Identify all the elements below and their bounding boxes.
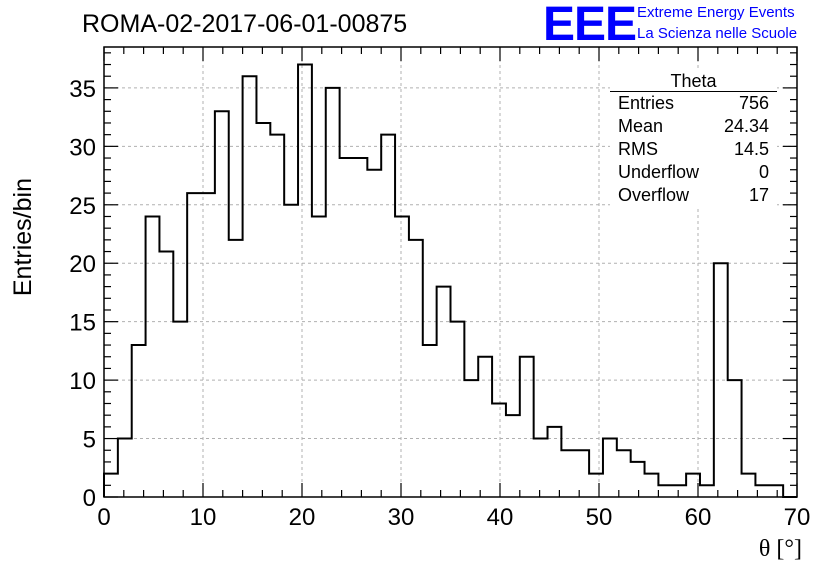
histogram-bin <box>478 357 492 497</box>
histogram-outline <box>103 63 797 498</box>
histogram-bin <box>603 439 617 497</box>
histogram-bin <box>589 474 603 497</box>
histogram-bin <box>118 439 132 497</box>
histogram-bin <box>132 345 146 497</box>
histogram-bin <box>243 76 257 497</box>
stats-value: 756 <box>738 93 769 113</box>
x-tick-label: 40 <box>487 504 514 531</box>
histogram-bin <box>312 216 326 497</box>
histogram-bin <box>201 193 215 497</box>
stats-label: Underflow <box>618 162 700 182</box>
histogram-bin <box>381 135 395 497</box>
x-tick-label: 30 <box>388 504 415 531</box>
histogram-bin <box>520 357 534 497</box>
y-tick-label: 30 <box>69 134 96 161</box>
eee-logo: EEE <box>543 0 637 51</box>
tick-labels: 0 10 20 30 40 50 60 70 0 5 10 15 20 25 30 35 <box>69 76 810 531</box>
histogram-bin <box>146 216 160 497</box>
histogram-bin <box>492 403 506 497</box>
brand-subtitle: La Scienza nelle Scuole <box>637 25 798 42</box>
histogram-bin <box>367 170 381 497</box>
stats-title: Theta <box>610 71 777 92</box>
x-tick-label: 20 <box>289 504 316 531</box>
histogram-bin <box>159 252 173 497</box>
stats-row-underflow: Underflow 0 <box>610 161 777 184</box>
histogram-bin <box>284 205 298 497</box>
brand-name: Extreme Energy Events <box>637 4 795 21</box>
histogram-bin <box>645 474 659 497</box>
y-tick-label: 35 <box>69 76 96 103</box>
stats-label: Overflow <box>618 185 690 205</box>
histogram-bin <box>340 158 354 497</box>
histogram-bin <box>229 240 243 497</box>
stats-label: RMS <box>618 139 658 159</box>
histogram-bin <box>700 485 714 497</box>
y-tick-label: 10 <box>69 368 96 395</box>
histogram-bin <box>728 380 742 497</box>
plot-frame <box>103 46 798 498</box>
histogram-bin <box>617 450 631 497</box>
histogram-bin <box>423 345 437 497</box>
stats-row-entries: Entries 756 <box>610 92 777 115</box>
histogram-bin <box>395 216 409 497</box>
histogram-bin <box>506 415 520 497</box>
histogram-bin <box>256 123 270 497</box>
stats-label: Mean <box>618 116 664 136</box>
histogram-bin <box>326 88 340 497</box>
histogram-bin <box>742 474 756 497</box>
axes <box>103 46 798 498</box>
histogram-bin <box>270 135 284 497</box>
stats-value: 17 <box>748 185 769 205</box>
histogram-bin <box>548 427 562 497</box>
histogram-bin <box>215 111 229 497</box>
histogram-bin <box>353 158 367 497</box>
histogram-bin <box>451 322 465 497</box>
histogram-bin <box>672 485 686 497</box>
x-tick-label: 70 <box>784 504 811 531</box>
histogram-bin <box>631 462 645 497</box>
stats-value: 14.5 <box>733 139 769 159</box>
x-tick-label: 60 <box>685 504 712 531</box>
stats-row-mean: Mean 24.34 <box>610 115 777 138</box>
histogram-bin <box>769 485 783 497</box>
histogram-bin <box>714 263 728 497</box>
histogram-bin <box>173 322 187 497</box>
stats-box: Theta Entries 756 Mean 24.34 RMS 14.5 Un… <box>610 71 777 207</box>
histogram-bin <box>187 193 201 497</box>
stats-label: Entries <box>618 93 675 113</box>
grid-lines <box>104 47 797 497</box>
histogram-bin <box>561 450 575 497</box>
histogram-bin <box>575 450 589 497</box>
y-tick-label: 15 <box>69 310 96 337</box>
x-axis-label: θ [°] <box>759 536 802 562</box>
stats-row-overflow: Overflow 17 <box>610 184 777 207</box>
histogram-bin <box>409 240 423 497</box>
histogram-bin <box>437 287 451 497</box>
histogram-bin <box>298 65 312 497</box>
stats-value: 24.34 <box>723 116 769 136</box>
histogram-series <box>103 63 797 498</box>
x-tick-label: 10 <box>190 504 217 531</box>
histogram-bin <box>534 439 548 497</box>
x-tick-label: 50 <box>586 504 613 531</box>
y-axis-label: Entries/bin <box>9 178 37 296</box>
stats-value: 0 <box>758 162 769 182</box>
histogram-bin <box>464 380 478 497</box>
y-tick-label: 25 <box>69 193 96 220</box>
x-tick-label: 0 <box>97 504 110 531</box>
stats-row-rms: RMS 14.5 <box>610 138 777 161</box>
histogram-bin <box>658 485 672 497</box>
y-tick-label: 20 <box>69 251 96 278</box>
y-tick-label: 0 <box>83 485 96 512</box>
chart-title: ROMA-02-2017-06-01-00875 <box>82 10 408 38</box>
y-tick-label: 5 <box>83 427 96 454</box>
